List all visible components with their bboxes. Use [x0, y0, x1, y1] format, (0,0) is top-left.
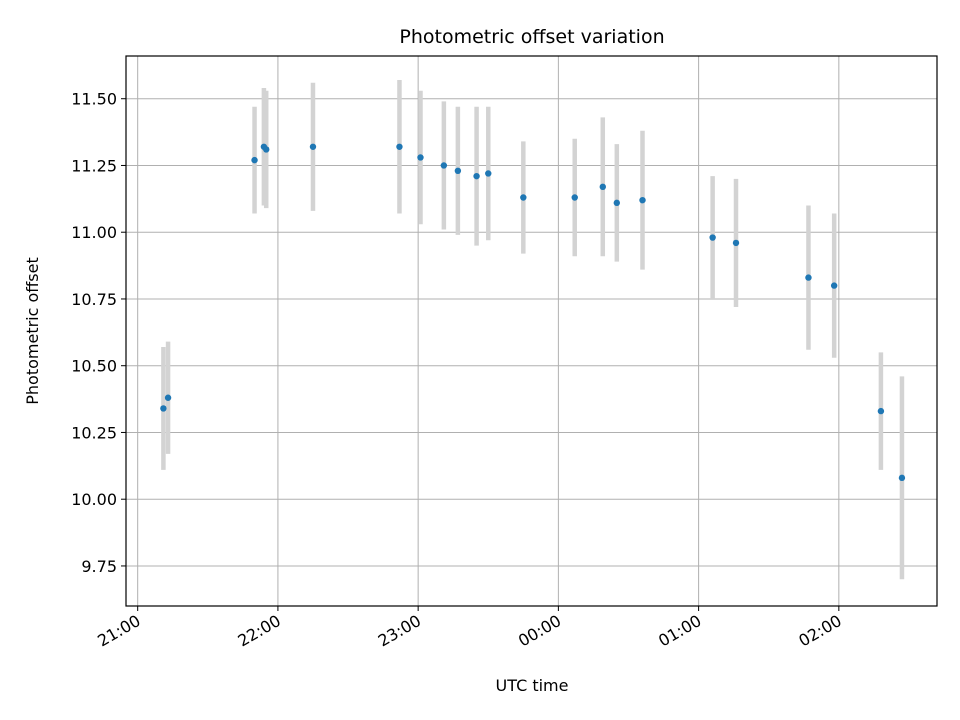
x-tick-label: 23:00: [375, 611, 424, 651]
data-point: [571, 194, 578, 201]
data-point: [160, 405, 167, 412]
y-tick-label: 10.25: [71, 423, 117, 442]
plot-frame: [125, 55, 938, 607]
chart-title: Photometric offset variation: [399, 26, 664, 48]
x-tick-label: 02:00: [795, 611, 844, 651]
data-point: [454, 167, 462, 175]
data-point: [263, 146, 270, 153]
y-tick-label: 9.75: [81, 557, 117, 576]
y-tick-label: 10.00: [71, 490, 117, 509]
data-point: [805, 274, 812, 281]
x-tick-label: 21:00: [94, 611, 143, 651]
data-point: [520, 194, 527, 201]
data-point: [440, 162, 448, 169]
x-tick-label: 00:00: [515, 611, 564, 651]
y-tick-label: 11.00: [71, 223, 117, 242]
x-axis-title: UTC time: [496, 676, 569, 695]
y-tick-label: 11.50: [71, 90, 117, 109]
y-tick-label: 10.50: [71, 357, 117, 376]
data-point: [639, 196, 646, 204]
data-point: [830, 282, 838, 289]
grid: [126, 56, 937, 606]
y-axis-ticks: 9.75 10.00 10.25 10.50 10.75 11.00 11.25 11.50: [71, 90, 126, 576]
x-tick-label: 22:00: [234, 611, 283, 651]
data-point: [164, 394, 172, 401]
data-point: [473, 172, 480, 180]
data-point: [417, 154, 424, 161]
data-point: [251, 156, 258, 164]
data-point: [599, 183, 606, 191]
data-point: [898, 474, 906, 482]
error-bars: [161, 80, 905, 580]
data-point: [877, 407, 885, 415]
y-axis-title: Photometric offset: [23, 257, 42, 405]
y-tick-label: 11.25: [71, 156, 117, 175]
data-point: [613, 199, 621, 207]
y-tick-label: 10.75: [71, 290, 117, 309]
data-point: [485, 170, 492, 177]
data-point: [732, 239, 740, 247]
x-tick-label: 01:00: [655, 611, 704, 651]
data-point: [709, 234, 716, 241]
data-point: [396, 143, 403, 150]
x-axis-ticks: 21:00 22:00 23:00 00:00 01:00 02:00: [94, 606, 845, 651]
data-points: [160, 143, 906, 482]
data-point: [309, 143, 317, 150]
